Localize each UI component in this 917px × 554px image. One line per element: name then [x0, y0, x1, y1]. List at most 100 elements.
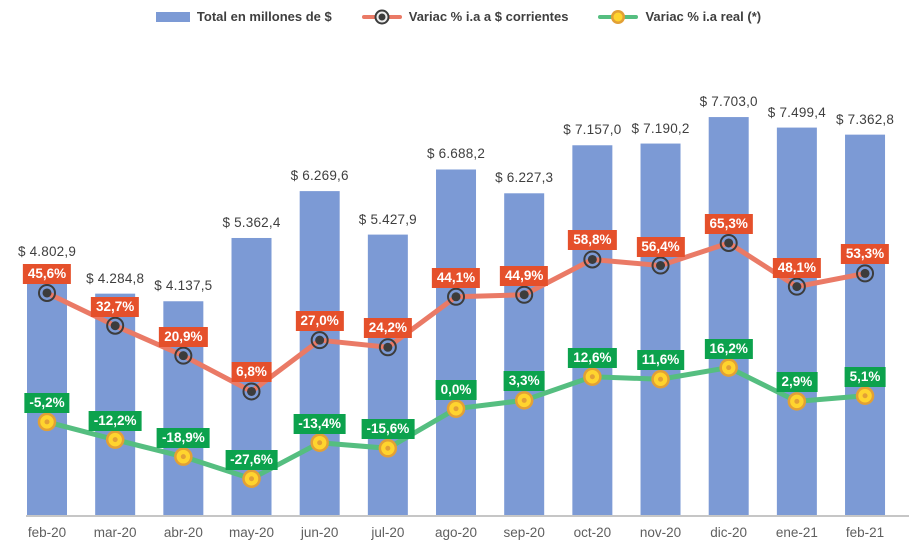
corrientes-value-label: 45,6%	[22, 263, 72, 284]
corrientes-value-label: 6,8%	[231, 362, 272, 383]
bar-value-label: $ 7.703,0	[699, 94, 758, 110]
real-value-label: 5,1%	[844, 366, 886, 387]
corrientes-marker	[310, 331, 329, 350]
x-axis-label: nov-20	[639, 525, 682, 540]
real-marker-dot	[249, 476, 255, 482]
corrientes-value-label: 44,9%	[500, 265, 549, 286]
x-axis-label: mar-20	[93, 525, 137, 540]
x-axis-label: abr-20	[163, 525, 203, 540]
corrientes-value-label: 20,9%	[159, 326, 208, 347]
bar	[27, 266, 67, 515]
corrientes-marker	[787, 277, 806, 296]
bar-value-label: $ 7.362,8	[835, 111, 895, 127]
bar-value-label: $ 4.284,8	[86, 270, 145, 286]
corrientes-value-label: 65,3%	[704, 213, 753, 234]
corrientes-marker-dot	[315, 335, 325, 345]
bar-value-label: $ 5.427,9	[358, 211, 417, 227]
corrientes-value-label: 32,7%	[91, 296, 140, 317]
corrientes-value-label: 48,1%	[772, 257, 821, 278]
corrientes-value-label: 53,3%	[840, 244, 890, 265]
real-value-label: 2,9%	[776, 372, 818, 393]
real-marker-dot	[317, 440, 323, 446]
bar	[572, 145, 613, 515]
legend-item-real: Variac % i.a real (*)	[598, 9, 761, 24]
x-axis-label: dic-20	[710, 525, 748, 540]
real-value-label: -12,2%	[88, 410, 142, 431]
real-marker-dot	[658, 376, 664, 382]
corrientes-value-label: 56,4%	[636, 236, 685, 257]
legend: Total en millones de $ Variac % i.a a $ …	[0, 9, 917, 24]
real-marker-dot	[521, 397, 527, 403]
real-value-label: -18,9%	[156, 427, 210, 448]
real-value-label: -15,6%	[361, 419, 415, 440]
bar-value-label: $ 6.269,6	[290, 168, 349, 184]
corrientes-marker-dot	[587, 254, 597, 264]
corrientes-marker	[242, 382, 261, 401]
red-line-marker-icon	[361, 13, 402, 20]
x-axis-label: ago-20	[434, 525, 478, 540]
bar-value-label: $ 7.157,0	[563, 122, 622, 138]
x-axis-label: feb-20	[27, 525, 67, 540]
corrientes-value-label: 27,0%	[295, 311, 344, 332]
corrientes-marker-dot	[860, 268, 870, 278]
green-line-marker-icon	[598, 12, 639, 21]
real-marker-dot	[44, 419, 50, 425]
corrientes-marker	[583, 250, 602, 269]
real-value-label: -27,6%	[225, 449, 278, 470]
corrientes-marker-dot	[792, 282, 802, 292]
real-value-label: 0,0%	[435, 379, 477, 400]
real-value-label: 11,6%	[636, 350, 685, 371]
x-axis-label: oct-20	[573, 525, 612, 540]
bar-value-label: $ 5.362,4	[222, 214, 281, 230]
real-marker-dot	[385, 445, 391, 451]
real-marker-dot	[794, 398, 800, 404]
corrientes-marker-dot	[724, 238, 734, 248]
corrientes-value-label: 24,2%	[363, 318, 412, 339]
bar-series-swatch-icon	[155, 11, 190, 22]
bar	[367, 234, 408, 516]
corrientes-value-label: 44,1%	[431, 267, 481, 288]
bar	[845, 134, 886, 515]
real-marker-dot	[453, 406, 459, 412]
x-axis-label: jul-20	[371, 525, 405, 540]
corrientes-marker-dot	[383, 342, 393, 352]
corrientes-marker	[106, 316, 125, 335]
x-axis-label: ene-21	[775, 525, 818, 540]
x-axis-label: jun-20	[300, 525, 339, 540]
legend-label-total: Total en millones de $	[196, 9, 332, 24]
corrientes-marker	[174, 346, 193, 365]
corrientes-marker	[856, 264, 875, 283]
bar	[436, 169, 477, 515]
bar-value-label: $ 4.137,5	[154, 278, 213, 294]
real-value-label: 3,3%	[503, 371, 545, 392]
bar-value-label: $ 7.499,4	[767, 104, 826, 120]
real-marker-dot	[589, 374, 595, 380]
corrientes-marker	[719, 233, 738, 252]
bar	[776, 127, 817, 515]
corrientes-marker	[447, 287, 466, 306]
real-marker-dot	[726, 365, 732, 371]
corrientes-marker	[378, 338, 397, 357]
bar-value-label: $ 4.802,9	[17, 243, 77, 259]
bar	[640, 143, 681, 516]
corrientes-marker	[38, 283, 56, 302]
legend-label-real: Variac % i.a real (*)	[645, 9, 762, 24]
bar-value-label: $ 6.688,2	[426, 146, 486, 162]
corrientes-marker-dot	[519, 290, 529, 300]
real-marker-dot	[112, 437, 118, 443]
real-value-label: -5,2%	[24, 392, 70, 413]
real-marker-dot	[180, 454, 186, 460]
corrientes-marker-dot	[656, 261, 666, 271]
legend-label-corrientes: Variac % i.a a $ corrientes	[408, 9, 569, 24]
x-axis-label: feb-21	[845, 525, 885, 540]
real-marker-dot	[862, 393, 868, 399]
x-axis-label: may-20	[228, 525, 275, 540]
corrientes-marker-dot	[42, 288, 52, 298]
corrientes-marker-dot	[247, 386, 257, 396]
corrientes-value-label: 58,8%	[568, 230, 617, 251]
bar-value-label: $ 7.190,2	[631, 120, 690, 136]
legend-item-corrientes: Variac % i.a a $ corrientes	[361, 9, 569, 24]
legend-item-total: Total en millones de $	[155, 9, 332, 24]
corrientes-marker-dot	[110, 321, 120, 331]
